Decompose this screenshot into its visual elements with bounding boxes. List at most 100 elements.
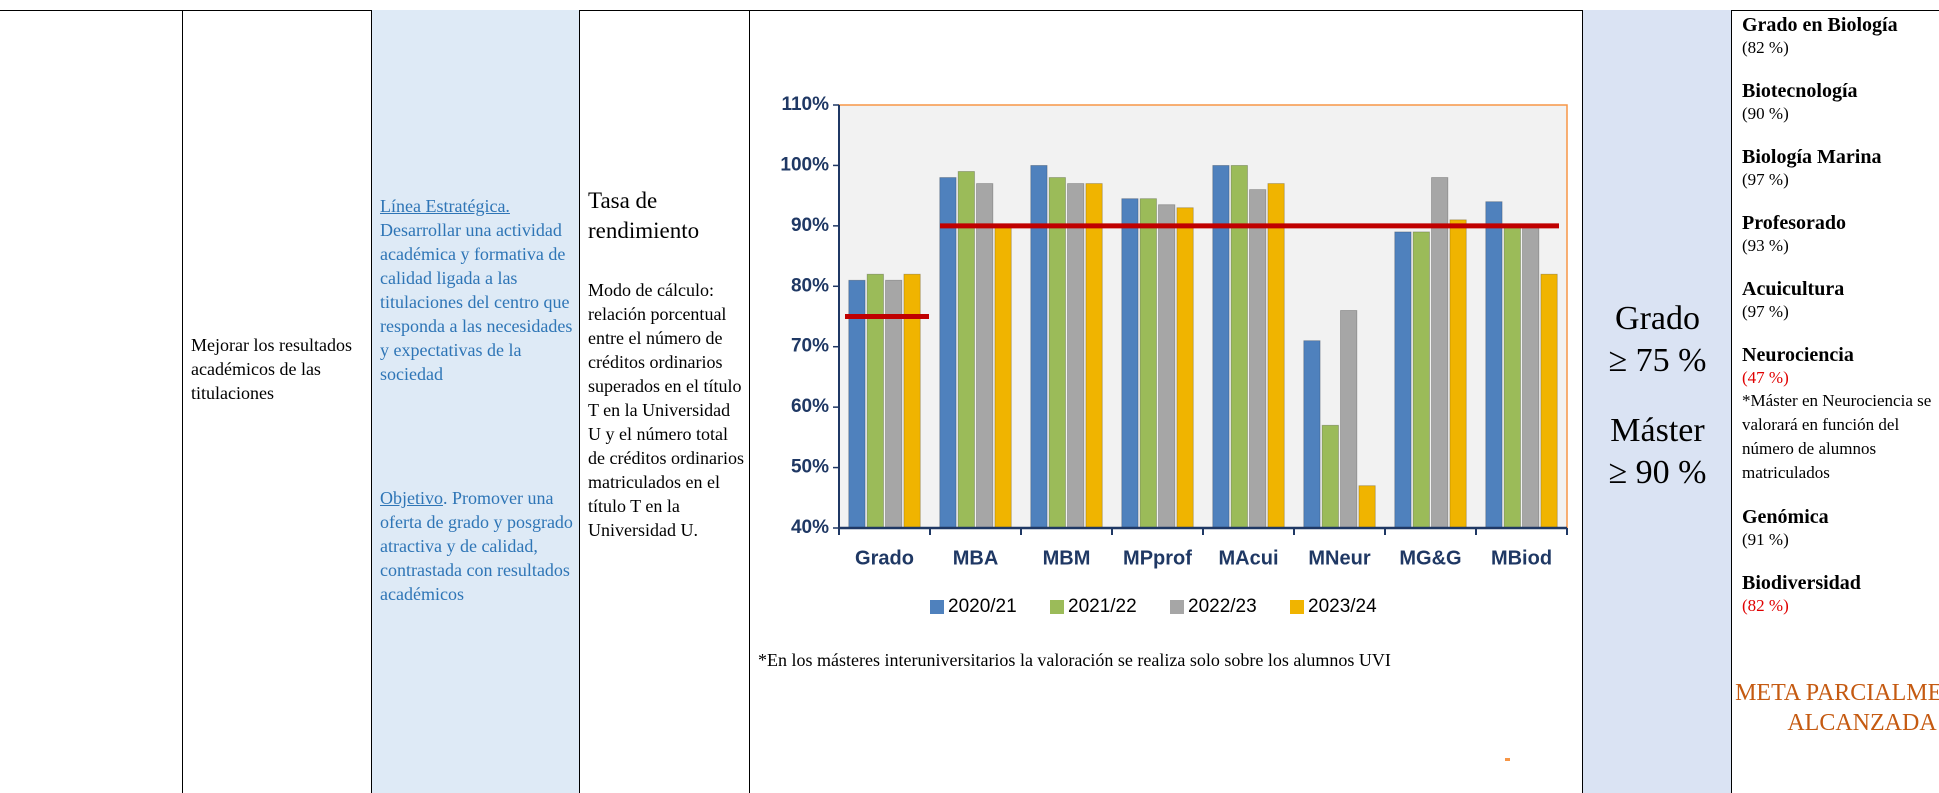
bar bbox=[1158, 204, 1176, 529]
result-value: (97 %) bbox=[1742, 170, 1789, 189]
results-cell: Grado en Biología (82 %) Biotecnología (90 … bbox=[1731, 10, 1939, 793]
objective: Mejorar los resultados académicos de las… bbox=[191, 335, 352, 403]
bar bbox=[1249, 189, 1267, 529]
result-item: Genómica (91 %) bbox=[1742, 505, 1939, 551]
result-name: Profesorado bbox=[1742, 212, 1847, 234]
indicator-cell: Tasa de rendimiento Modo de cálculo: rel… bbox=[579, 10, 749, 793]
x-tick-label: Grado bbox=[855, 547, 914, 569]
result-note: *Máster en Neurociencia se valorará en f… bbox=[1742, 391, 1932, 482]
result-item: Biología Marina (97 %) bbox=[1742, 145, 1939, 191]
legend-label: 2021/22 bbox=[1068, 596, 1137, 617]
result-name: Biodiversidad bbox=[1742, 572, 1861, 594]
strategy-line: Línea Estratégica. Desarrollar una activ… bbox=[380, 194, 576, 386]
strategy-objective-text: . Promover una oferta de grado y posgrad… bbox=[380, 488, 573, 604]
indicator-method: Modo de cálculo: relación porcentual ent… bbox=[588, 280, 744, 540]
strategy-objective-label: Objetivo bbox=[380, 488, 443, 508]
bar bbox=[1485, 201, 1503, 529]
y-tick-label: 50% bbox=[791, 457, 829, 478]
bar bbox=[1048, 177, 1066, 529]
bar bbox=[866, 273, 884, 529]
bar bbox=[1321, 424, 1339, 529]
bar bbox=[1230, 165, 1248, 529]
strategy-line-label: Línea Estratégica. bbox=[380, 196, 510, 216]
bar bbox=[1030, 165, 1048, 529]
y-tick-label: 100% bbox=[780, 154, 829, 175]
strategy-cell: Línea Estratégica. Desarrollar una activ… bbox=[371, 10, 579, 793]
target-threshold: ≥ 90 % bbox=[1608, 454, 1707, 491]
result-value: (93 %) bbox=[1742, 236, 1789, 255]
bar bbox=[1121, 198, 1139, 529]
bar bbox=[1540, 273, 1558, 529]
bar bbox=[1139, 198, 1157, 529]
bar bbox=[1394, 231, 1412, 529]
target-threshold: ≥ 75 % bbox=[1608, 342, 1707, 379]
target-level: Máster bbox=[1610, 412, 1705, 449]
chart: 40% 50% 60% 70% 80% 90% 100% 110% Grado MBA MBM MPp… bbox=[780, 94, 1568, 617]
bar bbox=[1340, 310, 1358, 529]
empty-cell bbox=[0, 10, 182, 793]
bar bbox=[1067, 183, 1085, 529]
top-border bbox=[0, 10, 1939, 11]
result-value: (82 %) bbox=[1742, 38, 1789, 57]
bar bbox=[1522, 225, 1540, 529]
y-tick-label: 60% bbox=[791, 396, 829, 417]
marker bbox=[1505, 758, 1510, 761]
result-value: (91 %) bbox=[1742, 530, 1789, 549]
y-tick-label: 40% bbox=[791, 517, 829, 538]
y-tick-label: 80% bbox=[791, 275, 829, 296]
targets-cell: Grado ≥ 75 % Máster ≥ 90 % bbox=[1582, 10, 1731, 793]
chart-note: *En los másteres interuniversitarios la … bbox=[758, 650, 1391, 670]
x-tick-label: MBM bbox=[1043, 547, 1091, 569]
target-level: Grado bbox=[1615, 300, 1700, 337]
result-item: Biotecnología (90 %) bbox=[1742, 79, 1939, 125]
bar bbox=[1503, 225, 1521, 529]
bar bbox=[939, 177, 957, 529]
bar bbox=[1303, 340, 1321, 529]
strategy-objective: Objetivo. Promover una oferta de grado y… bbox=[380, 486, 576, 606]
result-item: Neurociencia (47 %) *Máster en Neurocienci… bbox=[1742, 343, 1939, 485]
result-name: Grado en Biología bbox=[1742, 14, 1898, 36]
x-tick-label: MPprof bbox=[1123, 547, 1192, 569]
result-value: (82 %) bbox=[1742, 596, 1789, 615]
y-tick-label: 90% bbox=[791, 215, 829, 236]
result-name: Acuicultura bbox=[1742, 278, 1845, 300]
bar bbox=[976, 183, 994, 529]
results: Grado en Biología (82 %) Biotecnología (90 … bbox=[1742, 13, 1939, 637]
bar bbox=[1449, 219, 1467, 529]
legend-swatch bbox=[930, 600, 944, 614]
y-tick-label: 110% bbox=[781, 94, 829, 115]
result-item: Profesorado (93 %) bbox=[1742, 211, 1939, 257]
result-item: Acuicultura (97 %) bbox=[1742, 277, 1939, 323]
bar bbox=[1267, 183, 1285, 529]
result-value: (47 %) bbox=[1742, 368, 1789, 387]
x-tick-label: MNeur bbox=[1308, 547, 1370, 569]
status: META PARCIALMENTE ALCANZADA bbox=[1735, 680, 1939, 736]
legend-swatch bbox=[1170, 600, 1184, 614]
bar bbox=[1431, 177, 1449, 529]
legend-swatch bbox=[1290, 600, 1304, 614]
bar bbox=[1412, 231, 1430, 529]
objective-cell: Mejorar los resultados académicos de las… bbox=[182, 10, 371, 793]
bar bbox=[1176, 207, 1194, 529]
result-item: Biodiversidad (82 %) bbox=[1742, 571, 1939, 617]
result-name: Genómica bbox=[1742, 506, 1829, 528]
legend-label: 2020/21 bbox=[948, 596, 1017, 617]
y-tick-label: 70% bbox=[791, 336, 829, 357]
bar bbox=[1085, 183, 1103, 529]
bar bbox=[903, 273, 921, 529]
result-name: Biotecnología bbox=[1742, 80, 1858, 102]
result-value: (97 %) bbox=[1742, 302, 1789, 321]
x-tick-label: MAcui bbox=[1219, 547, 1279, 569]
result-name: Neurociencia bbox=[1742, 344, 1854, 366]
bar bbox=[1212, 165, 1230, 529]
indicator-name: Tasa de rendimiento bbox=[588, 188, 700, 243]
x-tick-label: MBA bbox=[953, 547, 999, 569]
bar bbox=[1358, 485, 1376, 529]
chart-cell: 40% 50% 60% 70% 80% 90% 100% 110% Grado MBA MBM MPp… bbox=[749, 10, 1582, 793]
legend-swatch bbox=[1050, 600, 1064, 614]
x-tick-label: MG&G bbox=[1399, 547, 1461, 569]
result-item: Grado en Biología (82 %) bbox=[1742, 13, 1939, 59]
result-name: Biología Marina bbox=[1742, 146, 1882, 168]
result-value: (90 %) bbox=[1742, 104, 1789, 123]
